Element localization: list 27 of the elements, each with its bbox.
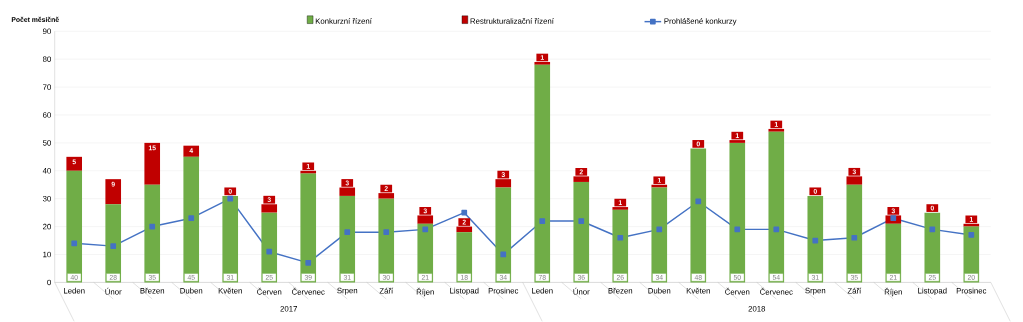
point (812, 237, 819, 244)
point (305, 260, 312, 266)
point (188, 215, 195, 222)
point (578, 218, 585, 225)
bar (729, 143, 746, 283)
point (773, 226, 780, 233)
point (344, 229, 351, 236)
point (500, 251, 507, 258)
point (110, 243, 117, 250)
point (383, 229, 390, 236)
point (734, 226, 741, 233)
point (695, 198, 702, 205)
point (149, 223, 156, 230)
point (422, 226, 429, 233)
bar (183, 156, 200, 283)
point (656, 226, 663, 233)
point (227, 195, 234, 202)
point (539, 218, 546, 225)
bar (66, 170, 83, 283)
point (461, 209, 468, 216)
bar (144, 143, 161, 185)
point (617, 235, 624, 241)
point (266, 248, 273, 255)
point (929, 226, 936, 233)
point (851, 235, 858, 241)
point (968, 232, 975, 238)
point (71, 240, 78, 247)
